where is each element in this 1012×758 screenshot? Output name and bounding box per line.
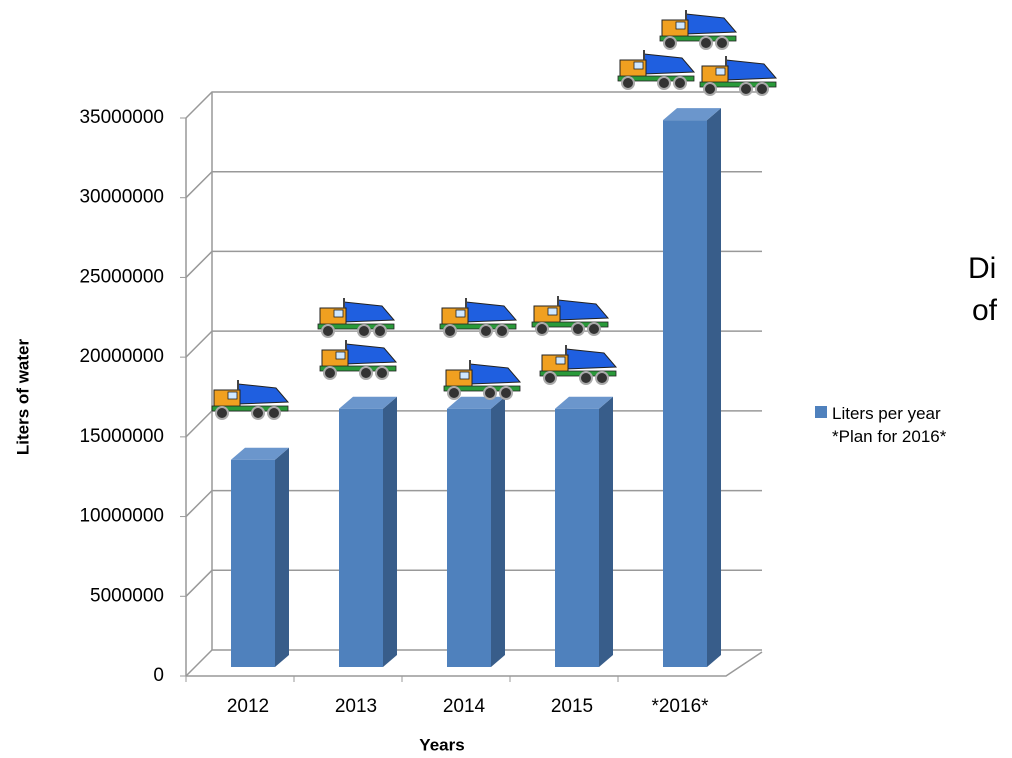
- truck-icon: [540, 345, 616, 384]
- truck-tank: [558, 300, 608, 320]
- truck-wheel: [500, 387, 512, 399]
- truck-icon: [660, 10, 736, 49]
- truck-wheel: [674, 77, 686, 89]
- truck-wheel: [360, 367, 372, 379]
- truck-tank: [466, 302, 516, 322]
- truck-wheel: [252, 407, 264, 419]
- truck-wheel: [664, 37, 676, 49]
- x-tick-label: 2014: [443, 696, 486, 717]
- x-tick-label: 2013: [335, 696, 377, 717]
- x-axis-label: Years: [419, 735, 464, 754]
- y-tick-label: 10000000: [79, 506, 164, 527]
- truck-icon: [532, 296, 608, 335]
- y-tick-label: 20000000: [79, 346, 164, 367]
- bar: [663, 120, 707, 667]
- truck-tank: [726, 60, 776, 80]
- y-axis-label: Liters of water: [13, 339, 32, 456]
- truck-wheel: [358, 325, 370, 337]
- truck-wheel: [700, 37, 712, 49]
- bar-side: [491, 397, 505, 667]
- bar: [339, 409, 383, 667]
- bar: [555, 409, 599, 667]
- truck-wheel: [704, 83, 716, 95]
- truck-wheel: [588, 323, 600, 335]
- truck-wheel: [216, 407, 228, 419]
- truck-wheel: [740, 83, 752, 95]
- truck-wheel: [572, 323, 584, 335]
- y-tick-label: 30000000: [79, 187, 164, 208]
- title-line: Di: [968, 248, 997, 290]
- y-tick-label: 0: [153, 665, 164, 686]
- chart-title: Di of: [968, 248, 997, 332]
- truck-icon: [700, 56, 776, 95]
- truck-icon: [618, 50, 694, 89]
- truck-tank: [344, 302, 394, 322]
- bar-side: [383, 397, 397, 667]
- truck-window: [460, 372, 469, 379]
- bar: [447, 409, 491, 667]
- truck-wheel: [480, 325, 492, 337]
- truck-tank: [644, 54, 694, 74]
- truck-icon: [320, 340, 396, 379]
- truck-wheel: [496, 325, 508, 337]
- x-tick-label: 2015: [551, 696, 593, 717]
- chart: Liters of water Years 0 5000000 10000000 15…: [0, 0, 1012, 758]
- truck-window: [676, 22, 685, 29]
- truck-tank: [566, 349, 616, 369]
- truck-wheel: [324, 367, 336, 379]
- truck-window: [548, 308, 557, 315]
- bar-side: [599, 397, 613, 667]
- truck-wheel: [596, 372, 608, 384]
- truck-tank: [686, 14, 736, 34]
- truck-icon: [444, 360, 520, 399]
- truck-wheel: [374, 325, 386, 337]
- truck-wheel: [716, 37, 728, 49]
- legend-label: Liters per year *Plan for 2016*: [832, 402, 967, 448]
- y-tick-label: 35000000: [79, 107, 164, 128]
- truck-wheel: [448, 387, 460, 399]
- truck-wheel: [484, 387, 496, 399]
- bar-side: [707, 108, 721, 667]
- truck-wheel: [268, 407, 280, 419]
- truck-wheel: [544, 372, 556, 384]
- page: {"chart_data": {"type": "bar", "title_li…: [0, 0, 1012, 758]
- x-tick-label: *2016*: [651, 696, 709, 717]
- truck-wheel: [322, 325, 334, 337]
- truck-window: [716, 68, 725, 75]
- truck-wheel: [756, 83, 768, 95]
- y-tick-label: 25000000: [79, 266, 164, 287]
- truck-wheel: [444, 325, 456, 337]
- truck-window: [334, 310, 343, 317]
- truck-wheel: [536, 323, 548, 335]
- truck-wheel: [580, 372, 592, 384]
- truck-wheel: [376, 367, 388, 379]
- truck-window: [634, 62, 643, 69]
- legend-swatch: [815, 406, 827, 418]
- title-line: of: [972, 290, 997, 332]
- truck-tank: [346, 344, 396, 364]
- truck-tank: [470, 364, 520, 384]
- truck-wheel: [658, 77, 670, 89]
- x-tick-label: 2012: [227, 696, 269, 717]
- bar: [231, 460, 275, 667]
- truck-window: [456, 310, 465, 317]
- truck-tank: [238, 384, 288, 404]
- truck-window: [556, 357, 565, 364]
- truck-window: [336, 352, 345, 359]
- truck-wheel: [622, 77, 634, 89]
- bar-side: [275, 448, 289, 667]
- y-tick-label: 5000000: [90, 585, 164, 606]
- truck-window: [228, 392, 237, 399]
- y-tick-label: 15000000: [79, 426, 164, 447]
- truck-icon: [212, 380, 288, 419]
